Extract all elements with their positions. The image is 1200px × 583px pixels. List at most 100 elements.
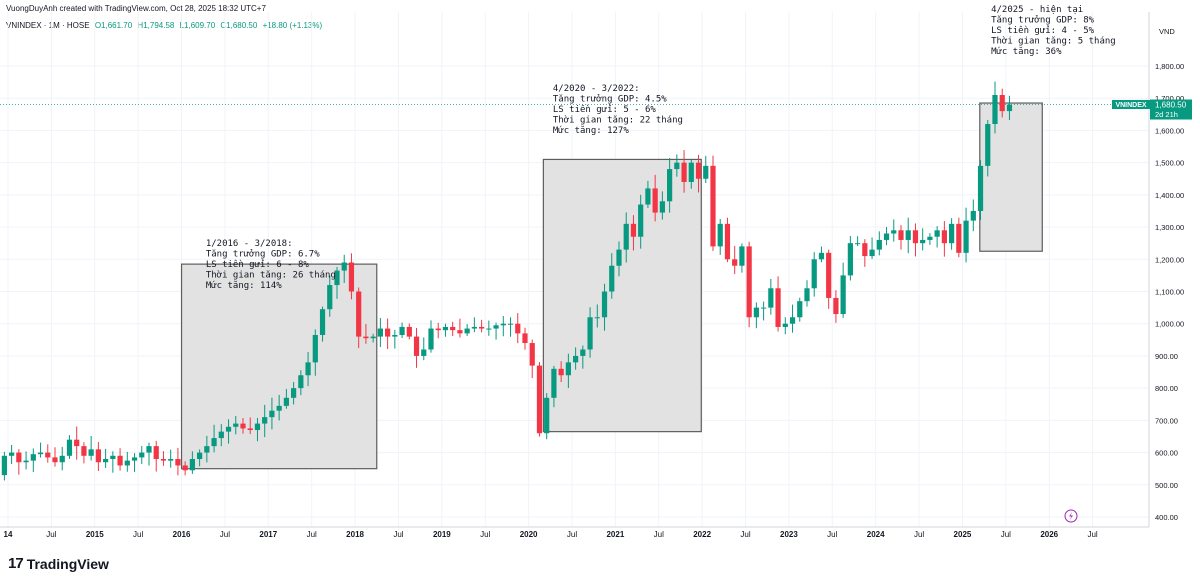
candle-body[interactable] <box>667 169 673 202</box>
candle-body[interactable] <box>912 230 919 244</box>
candle-body[interactable] <box>356 291 362 337</box>
candle-body[interactable] <box>341 262 347 271</box>
candle-body[interactable] <box>898 230 904 240</box>
candle-body[interactable] <box>587 317 593 350</box>
candle-body[interactable] <box>363 336 369 339</box>
candle-body[interactable] <box>616 249 622 266</box>
candle-body[interactable] <box>761 307 767 309</box>
candle-body[interactable] <box>464 328 470 334</box>
candle-body[interactable] <box>500 323 506 326</box>
candle-body[interactable] <box>189 459 195 471</box>
candle-body[interactable] <box>544 397 550 434</box>
candle-body[interactable] <box>681 162 687 182</box>
candle-body[interactable] <box>146 446 152 453</box>
candle-body[interactable] <box>348 262 355 292</box>
candle-body[interactable] <box>493 325 499 329</box>
candle-body[interactable] <box>710 165 716 247</box>
candle-body[interactable] <box>406 326 412 337</box>
tradingview-logo[interactable]: 17 TradingView <box>8 555 109 572</box>
candle-body[interactable] <box>421 349 427 356</box>
candle-body[interactable] <box>529 343 535 366</box>
candle-body[interactable] <box>413 336 420 356</box>
candle-body[interactable] <box>695 162 702 179</box>
candle-body[interactable] <box>370 336 376 339</box>
candle-body[interactable] <box>558 368 564 376</box>
candle-body[interactable] <box>515 323 521 334</box>
candle-body[interactable] <box>905 230 911 240</box>
candle-body[interactable] <box>753 307 759 318</box>
candle-body[interactable] <box>703 165 709 179</box>
candle-body[interactable] <box>276 405 282 411</box>
candle-body[interactable] <box>428 328 434 350</box>
candle-body[interactable] <box>970 210 976 221</box>
candle-body[interactable] <box>963 220 969 253</box>
candle-body[interactable] <box>457 330 463 334</box>
candle-body[interactable] <box>739 246 745 266</box>
candle-body[interactable] <box>233 423 239 427</box>
candle-body[interactable] <box>724 223 731 260</box>
candle-body[interactable] <box>110 455 116 460</box>
candle-body[interactable] <box>182 465 188 471</box>
candle-body[interactable] <box>573 355 579 363</box>
candle-body[interactable] <box>659 201 665 213</box>
candle-body[interactable] <box>254 423 261 431</box>
candle-body[interactable] <box>175 459 181 466</box>
candle-body[interactable] <box>1006 104 1013 112</box>
candle-body[interactable] <box>934 230 940 237</box>
candle-body[interactable] <box>948 223 955 244</box>
candle-body[interactable] <box>818 252 825 260</box>
candle-body[interactable] <box>811 259 817 289</box>
candle-body[interactable] <box>768 288 774 308</box>
candle-body[interactable] <box>160 459 167 461</box>
candle-body[interactable] <box>536 365 543 434</box>
candle-body[interactable] <box>522 333 528 344</box>
candle-body[interactable] <box>59 455 65 463</box>
candle-body[interactable] <box>319 309 326 335</box>
candle-body[interactable] <box>66 439 73 456</box>
candle-body[interactable] <box>869 249 875 257</box>
candle-body[interactable] <box>580 349 586 356</box>
candle-body[interactable] <box>45 452 51 458</box>
candle-body[interactable] <box>9 452 15 456</box>
candle-body[interactable] <box>645 188 651 205</box>
candle-body[interactable] <box>804 288 810 302</box>
candle-body[interactable] <box>1 455 7 476</box>
candle-body[interactable] <box>16 452 22 463</box>
candle-body[interactable] <box>225 426 232 432</box>
candle-body[interactable] <box>197 452 203 460</box>
candle-body[interactable] <box>840 275 846 315</box>
candle-body[interactable] <box>883 233 890 240</box>
candle-body[interactable] <box>103 459 109 463</box>
candle-body[interactable] <box>782 323 788 327</box>
candle-body[interactable] <box>435 328 441 331</box>
candle-body[interactable] <box>941 230 947 244</box>
candle-body[interactable] <box>124 460 130 466</box>
candle-body[interactable] <box>732 259 738 266</box>
candle-body[interactable] <box>95 449 101 463</box>
candle-body[interactable] <box>291 388 297 398</box>
candle-body[interactable] <box>833 297 839 315</box>
candle-body[interactable] <box>81 446 87 456</box>
candle-body[interactable] <box>442 326 449 331</box>
candle-body[interactable] <box>327 285 333 310</box>
candle-body[interactable] <box>247 428 253 431</box>
candle-body[interactable] <box>594 317 600 319</box>
candle-body[interactable] <box>471 326 477 329</box>
candle-body[interactable] <box>746 246 752 318</box>
candle-body[interactable] <box>211 438 217 447</box>
candle-body[interactable] <box>876 239 882 250</box>
candle-body[interactable] <box>52 457 58 463</box>
candle-body[interactable] <box>283 397 289 406</box>
candle-body[interactable] <box>775 288 781 327</box>
candle-body[interactable] <box>334 270 340 286</box>
candle-body[interactable] <box>312 334 318 363</box>
candle-body[interactable] <box>565 362 571 376</box>
candle-body[interactable] <box>999 94 1005 112</box>
candle-body[interactable] <box>847 243 853 276</box>
candle-body[interactable] <box>674 162 680 170</box>
candle-body[interactable] <box>23 460 29 463</box>
candle-body[interactable] <box>262 417 268 424</box>
candle-body[interactable] <box>298 375 304 389</box>
candle-body[interactable] <box>977 165 984 211</box>
highlight-box-1[interactable] <box>180 263 378 470</box>
